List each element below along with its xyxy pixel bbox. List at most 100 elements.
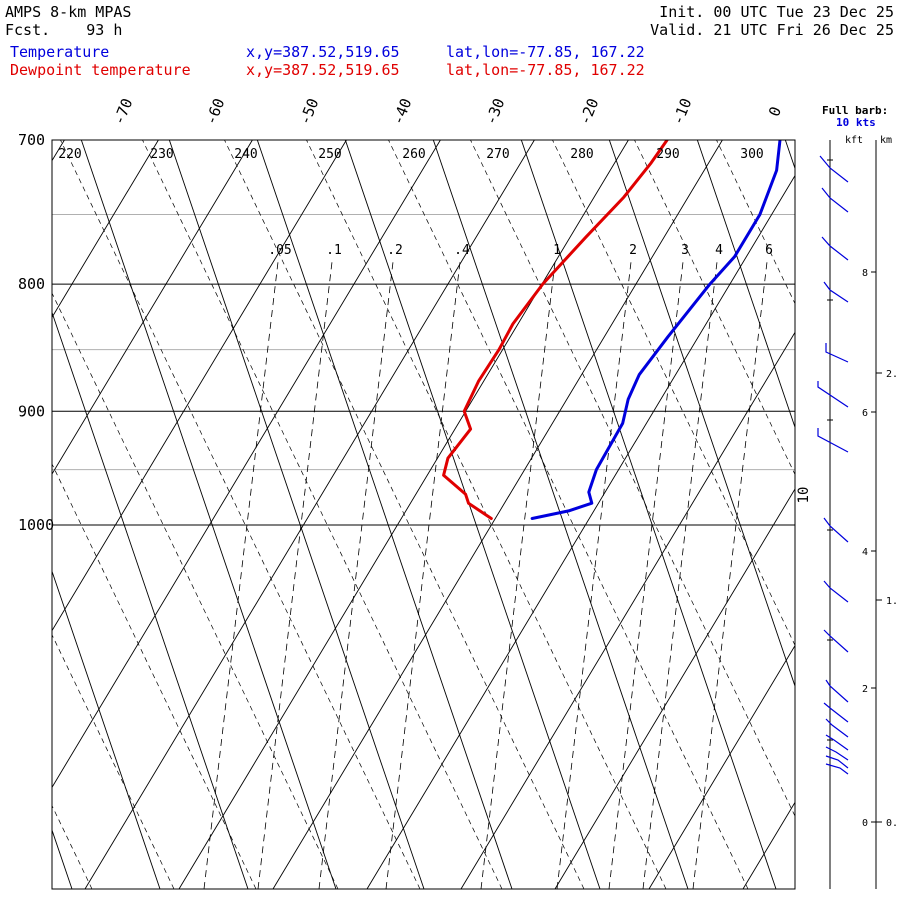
dry-adiabat-label: 260 bbox=[402, 147, 425, 162]
kft-label: kft bbox=[845, 135, 863, 146]
mixing-ratio-label: .4 bbox=[454, 243, 470, 258]
wind-barb bbox=[823, 517, 849, 543]
legend-dewpoint-label: Dewpoint temperature bbox=[10, 61, 191, 79]
dry-adiabat bbox=[608, 140, 795, 688]
isotherm bbox=[52, 140, 65, 162]
kft-tick-label: 2 bbox=[862, 684, 868, 695]
moist-adiabat bbox=[52, 804, 93, 889]
mixing-ratio-line bbox=[318, 261, 394, 889]
mixing-ratio-label: 4 bbox=[715, 243, 723, 258]
grid-lines bbox=[0, 140, 900, 889]
mixing-ratio-line bbox=[642, 261, 718, 889]
wind-barb bbox=[821, 187, 849, 213]
wind-barb bbox=[817, 428, 849, 453]
mixing-ratio-line bbox=[203, 261, 279, 889]
mixing-ratio-line bbox=[480, 261, 556, 889]
kft-tick-label: 6 bbox=[862, 408, 868, 419]
isotherm bbox=[52, 140, 347, 632]
moist-adiabat bbox=[552, 140, 795, 647]
moist-adiabat bbox=[52, 634, 175, 889]
legend-temperature-latlon: lat,lon=-77.85, 167.22 bbox=[446, 43, 645, 61]
moist-adiabat bbox=[798, 140, 900, 889]
isotherm bbox=[837, 140, 900, 889]
mixing-ratio-line bbox=[692, 261, 768, 889]
wind-barb bbox=[823, 281, 849, 303]
isotherm bbox=[178, 140, 629, 889]
fcst-value: 93 h bbox=[86, 21, 123, 39]
dry-adiabat-label: 240 bbox=[234, 147, 257, 162]
dry-adiabat-label: 300 bbox=[740, 147, 763, 162]
forecast-hour: Fcst. 93 h bbox=[5, 21, 122, 39]
kft-tick-label: 8 bbox=[862, 268, 868, 279]
wind-barb bbox=[821, 236, 849, 261]
mixing-ratio-label: 1 bbox=[553, 243, 561, 258]
barb-legend-line1: Full barb: bbox=[822, 104, 888, 117]
dewpoint-line bbox=[442, 140, 669, 520]
isotherm bbox=[52, 140, 441, 789]
wind-barb bbox=[825, 763, 849, 775]
temperature-tick-label: 0 bbox=[765, 104, 785, 119]
moist-adiabat bbox=[470, 140, 795, 817]
wind-barb bbox=[823, 580, 849, 603]
kft-tick-label: 4 bbox=[862, 547, 868, 558]
dry-adiabat-label: 230 bbox=[150, 147, 173, 162]
kft-tick-label: 0 bbox=[862, 818, 868, 829]
pressure-tick-label: 700 bbox=[18, 131, 45, 149]
wind-barb bbox=[817, 381, 849, 408]
pressure-tick-label: 800 bbox=[18, 275, 45, 293]
km-tick-label: 0. bbox=[886, 818, 898, 829]
moist-adiabat bbox=[52, 292, 339, 889]
moist-adiabat bbox=[880, 140, 900, 889]
dry-adiabat bbox=[52, 828, 73, 889]
dry-adiabat-label: 220 bbox=[58, 147, 81, 162]
moist-adiabat bbox=[388, 140, 749, 889]
height-axis: Full barb: 10 kts kft km 8 6 4 2 0 2. 1. 0. bbox=[822, 104, 898, 889]
temperature-tick-label: -10 bbox=[669, 96, 696, 128]
temperature-tick-label: -30 bbox=[482, 96, 509, 128]
init-time: Init. 00 UTC Tue 23 Dec 25 bbox=[659, 3, 894, 21]
temperature-tick-label: -40 bbox=[389, 96, 416, 128]
dry-adiabat-label: 290 bbox=[656, 147, 679, 162]
moist-adiabat bbox=[52, 463, 257, 889]
wind-barb bbox=[825, 718, 849, 738]
km-tick-label: 1. bbox=[886, 596, 898, 607]
dry-adiabat-label: 250 bbox=[318, 147, 341, 162]
wind-barb bbox=[825, 679, 849, 703]
temperature-tick-label: -50 bbox=[296, 96, 323, 128]
valid-time: Valid. 21 UTC Fri 26 Dec 25 bbox=[650, 21, 894, 39]
legend-dewpoint-xy: x,y=387.52,519.65 bbox=[246, 61, 400, 79]
legend-temperature-label: Temperature bbox=[10, 43, 110, 61]
mixing-ratio-label: .2 bbox=[387, 243, 403, 258]
isotherm bbox=[52, 140, 253, 475]
dry-adiabat bbox=[432, 140, 689, 889]
fcst-label: Fcst. bbox=[5, 21, 51, 39]
wind-barb bbox=[823, 702, 849, 723]
wind-barb bbox=[825, 734, 849, 751]
temperature-tick-label: -70 bbox=[110, 96, 137, 128]
wind-barbs bbox=[817, 140, 849, 889]
barb-legend-line2: 10 kts bbox=[836, 116, 876, 129]
isotherm bbox=[52, 140, 159, 319]
wind-barb bbox=[825, 746, 849, 761]
moist-adiabat bbox=[0, 140, 10, 889]
legend-temperature-xy: x,y=387.52,519.65 bbox=[246, 43, 400, 61]
km-label: km bbox=[880, 135, 892, 146]
pressure-tick-label: 1000 bbox=[18, 516, 54, 534]
temperature-tick-label: -20 bbox=[576, 96, 603, 128]
mixing-ratio-line bbox=[257, 261, 333, 889]
mixing-ratio-label: 3 bbox=[681, 243, 689, 258]
wind-barb bbox=[825, 343, 849, 363]
dry-adiabat bbox=[52, 311, 249, 889]
temperature-tick-label: -60 bbox=[202, 96, 229, 128]
mixing-ratio-label: 2 bbox=[629, 243, 637, 258]
mixing-ratio-label: .1 bbox=[326, 243, 342, 258]
isotherm bbox=[554, 488, 795, 889]
legend-dewpoint-latlon: lat,lon=-77.85, 167.22 bbox=[446, 61, 645, 79]
sounding-lines bbox=[442, 140, 782, 520]
dry-adiabat bbox=[873, 140, 900, 889]
wind-barb bbox=[825, 755, 849, 769]
isotherm bbox=[460, 331, 795, 889]
model-title: AMPS 8-km MPAS bbox=[5, 3, 132, 21]
moist-adiabat bbox=[60, 140, 421, 889]
